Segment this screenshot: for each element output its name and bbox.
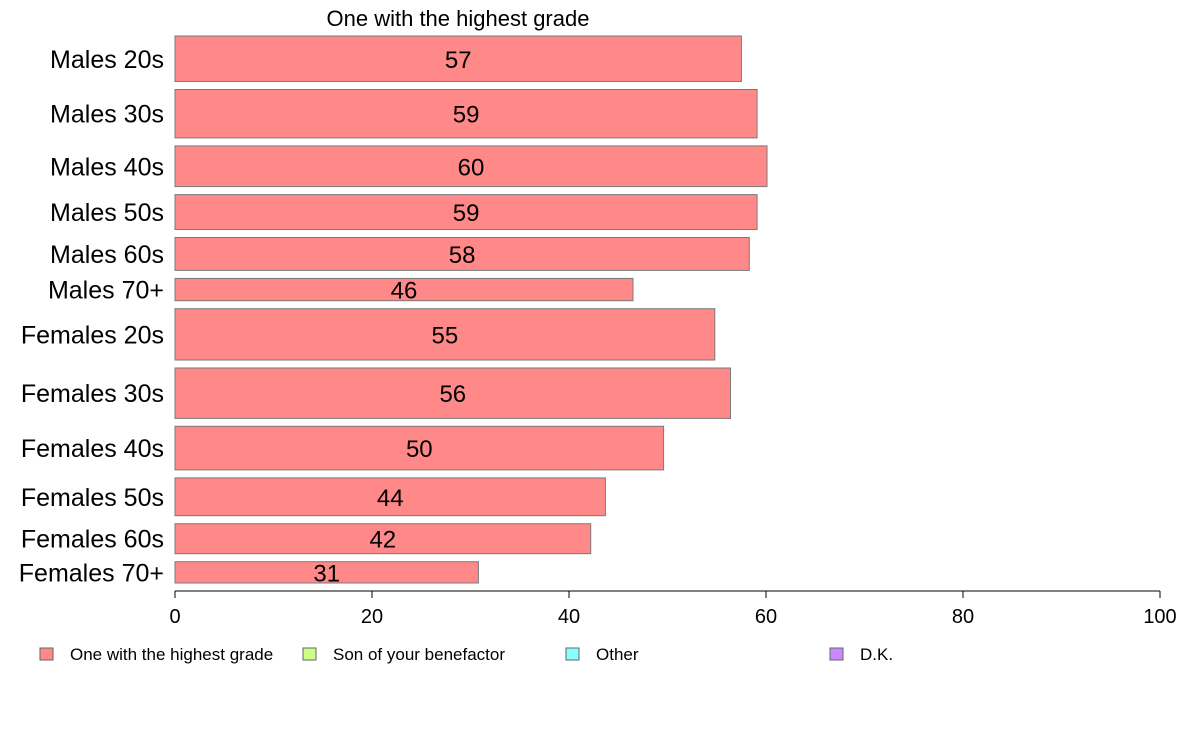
bar-value-label: 60 xyxy=(458,154,485,181)
bar-value-label: 42 xyxy=(369,527,396,554)
legend-swatch xyxy=(829,647,844,661)
bar xyxy=(174,35,742,82)
bar-value-label: 57 xyxy=(445,47,472,74)
legend-label: D.K. xyxy=(860,645,893,664)
bar-value-label: 46 xyxy=(391,278,418,305)
bar xyxy=(174,277,634,302)
bar-value-label: 59 xyxy=(453,102,480,129)
bars-layer: Males 20s 57 Males 30s 59 Males 40s 60 Males 5… xyxy=(19,35,768,587)
x-tick-label: 100 xyxy=(1143,606,1176,628)
category-label: Females 50s xyxy=(21,484,164,512)
category-label: Males 60s xyxy=(50,241,164,269)
legend-label: Other xyxy=(596,645,639,664)
x-tick-label: 40 xyxy=(558,606,580,628)
category-label: Males 30s xyxy=(50,101,164,129)
bar xyxy=(174,145,768,188)
category-label: Males 50s xyxy=(50,199,164,227)
chart-title: One with the highest grade xyxy=(327,6,590,31)
x-tick-label: 80 xyxy=(952,606,974,628)
legend-swatch xyxy=(39,647,54,661)
x-tick-label: 0 xyxy=(169,606,180,628)
bar xyxy=(174,194,758,231)
bar xyxy=(174,89,758,139)
legend-swatch xyxy=(302,647,317,661)
bar xyxy=(174,523,592,555)
category-label: Females 70+ xyxy=(19,559,164,587)
legend-label: Son of your benefactor xyxy=(333,645,505,664)
bar xyxy=(174,425,665,471)
category-label: Females 20s xyxy=(21,321,164,349)
bar-value-label: 58 xyxy=(449,242,476,269)
bar xyxy=(174,367,731,419)
bar-value-label: 55 xyxy=(432,322,459,349)
bar-value-label: 59 xyxy=(453,200,480,227)
bar xyxy=(174,308,716,361)
bar xyxy=(174,477,606,517)
bar xyxy=(174,237,750,271)
legend-swatch xyxy=(565,647,580,661)
x-tick-label: 60 xyxy=(755,606,777,628)
bar-value-label: 56 xyxy=(439,381,466,408)
category-label: Males 40s xyxy=(50,153,164,181)
legend: One with the highest grade Son of your be… xyxy=(39,645,893,664)
legend-label: One with the highest grade xyxy=(70,645,273,664)
category-label: Females 40s xyxy=(21,435,164,463)
x-axis: 0 20 40 60 80 100 xyxy=(169,590,1177,628)
bar-value-label: 44 xyxy=(377,485,404,512)
bar-value-label: 31 xyxy=(313,560,340,587)
category-label: Males 20s xyxy=(50,46,164,74)
category-label: Females 30s xyxy=(21,380,164,408)
category-label: Females 60s xyxy=(21,526,164,554)
bar-value-label: 50 xyxy=(406,436,433,463)
bar xyxy=(174,561,479,584)
category-label: Males 70+ xyxy=(48,277,164,305)
x-tick-label: 20 xyxy=(361,606,383,628)
